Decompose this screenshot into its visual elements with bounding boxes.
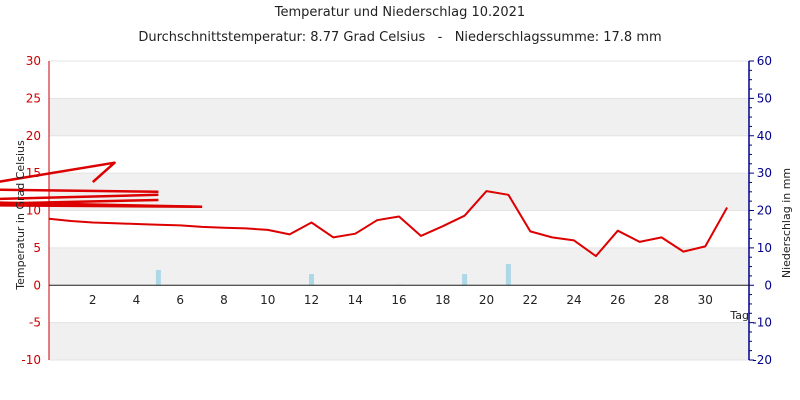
x-tick-label: 6 <box>176 293 184 307</box>
axes <box>48 60 754 361</box>
y-tick-label-right: 50 <box>757 91 772 105</box>
y-tick-label-right: 40 <box>757 129 772 143</box>
background-band <box>49 98 749 136</box>
y-axis-right-label: Niederschlag in mm <box>780 168 793 278</box>
y-tick-label-right: 20 <box>757 204 772 218</box>
y-tick-label-right: 30 <box>757 166 772 180</box>
y-tick-label-left: 5 <box>33 241 41 255</box>
y-tick-label-left: 0 <box>33 278 41 292</box>
y-tick-label-left: -5 <box>29 316 41 330</box>
x-tick-label: 20 <box>479 293 494 307</box>
y-tick-label-right: -20 <box>752 353 772 367</box>
stray-line <box>0 193 159 201</box>
x-axis-label: Tag <box>729 309 749 322</box>
chart-subtitle: Durchschnittstemperatur: 8.77 Grad Celsi… <box>138 30 661 45</box>
x-tick-label: 24 <box>566 293 581 307</box>
y-tick-label-right: 0 <box>764 278 772 292</box>
x-tick-label: 2 <box>89 293 97 307</box>
x-tick-label: 28 <box>654 293 669 307</box>
background-band <box>49 322 749 360</box>
y-axis-left-label: Temperatur in Grad Celsius <box>14 140 27 291</box>
temperature-line-group <box>48 190 728 258</box>
y-tick-label-left: -10 <box>21 353 41 367</box>
precipitation-bar <box>309 274 314 286</box>
stray-line <box>0 161 116 184</box>
temperature-line <box>48 190 728 258</box>
y-tick-label-left: 30 <box>26 54 41 68</box>
y-tick-label-right: 60 <box>757 54 772 68</box>
x-tick-label: 10 <box>260 293 275 307</box>
y-tick-label-right: -10 <box>752 316 772 330</box>
x-tick-label: 22 <box>523 293 538 307</box>
x-tick-label: 12 <box>304 293 319 307</box>
chart-title: Temperatur und Niederschlag 10.2021 <box>274 5 525 20</box>
background-band <box>49 173 749 211</box>
x-tick-label: 8 <box>220 293 228 307</box>
precipitation-bar <box>155 269 161 286</box>
x-tick-label: 4 <box>133 293 141 307</box>
stray-line <box>0 201 203 209</box>
background-bands <box>49 98 749 360</box>
y-tick-label-left: 15 <box>26 166 41 180</box>
precipitation-bar <box>462 274 468 286</box>
x-tick-label: 16 <box>391 293 406 307</box>
precipitation-bar <box>505 263 511 286</box>
y-tick-label-left: 25 <box>26 91 41 105</box>
stray-lines <box>0 161 203 209</box>
stray-line <box>0 188 159 194</box>
y-tick-label-left: 10 <box>26 204 41 218</box>
x-tick-label: 26 <box>610 293 625 307</box>
background-band <box>49 247 749 286</box>
x-tick-label: 14 <box>348 293 363 307</box>
y-tick-label-left: 20 <box>26 129 41 143</box>
x-tick-label: 18 <box>435 293 450 307</box>
x-tick-label: 30 <box>698 293 713 307</box>
y-tick-label-right: 10 <box>757 241 772 255</box>
